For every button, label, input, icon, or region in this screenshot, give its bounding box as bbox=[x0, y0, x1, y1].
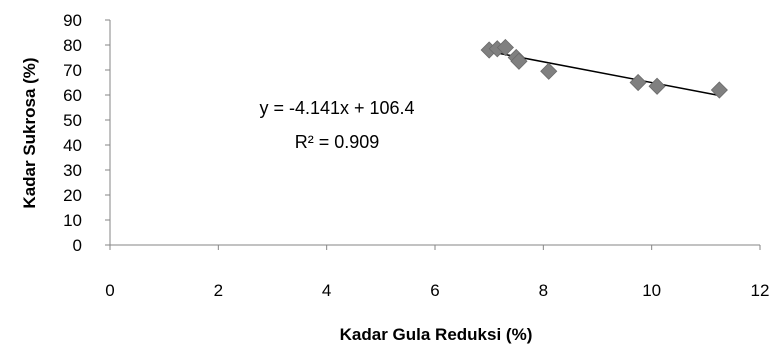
equation-label: y = -4.141x + 106.4 bbox=[259, 98, 414, 118]
x-axis-title: Kadar Gula Reduksi (%) bbox=[340, 325, 533, 344]
x-tick-label: 2 bbox=[214, 281, 223, 300]
trendline bbox=[489, 50, 720, 97]
y-tick-label: 30 bbox=[63, 161, 82, 180]
y-tick-label: 40 bbox=[63, 136, 82, 155]
data-point bbox=[648, 77, 666, 95]
data-point bbox=[710, 81, 728, 99]
data-point bbox=[540, 62, 558, 80]
r-squared-label: R² = 0.909 bbox=[295, 132, 380, 152]
data-point bbox=[496, 38, 514, 57]
x-tick-label: 4 bbox=[322, 281, 331, 300]
axes bbox=[105, 19, 761, 250]
data-point bbox=[510, 52, 528, 70]
x-tick-label: 6 bbox=[430, 281, 439, 300]
x-tick-label: 8 bbox=[539, 281, 548, 300]
x-tick-label: 10 bbox=[642, 281, 661, 300]
y-tick-label: 10 bbox=[63, 211, 82, 230]
y-tick-label: 0 bbox=[73, 236, 82, 255]
y-tick-label: 80 bbox=[63, 36, 82, 55]
y-tick-label: 90 bbox=[63, 11, 82, 30]
y-axis-title: Kadar Sukrosa (%) bbox=[20, 57, 39, 208]
data-point bbox=[629, 73, 647, 92]
trendline-group bbox=[489, 50, 720, 97]
y-tick-label: 60 bbox=[63, 86, 82, 105]
data-points bbox=[480, 38, 728, 99]
y-tick-label: 70 bbox=[63, 61, 82, 80]
x-tick-label: 12 bbox=[751, 281, 770, 300]
y-tick-label: 50 bbox=[63, 111, 82, 130]
x-tick-label: 0 bbox=[105, 281, 114, 300]
y-tick-label: 20 bbox=[63, 186, 82, 205]
tick-labels: 0 10 20 30 40 50 60 70 80 90 0 2 4 6 8 10 12 bbox=[63, 11, 769, 300]
